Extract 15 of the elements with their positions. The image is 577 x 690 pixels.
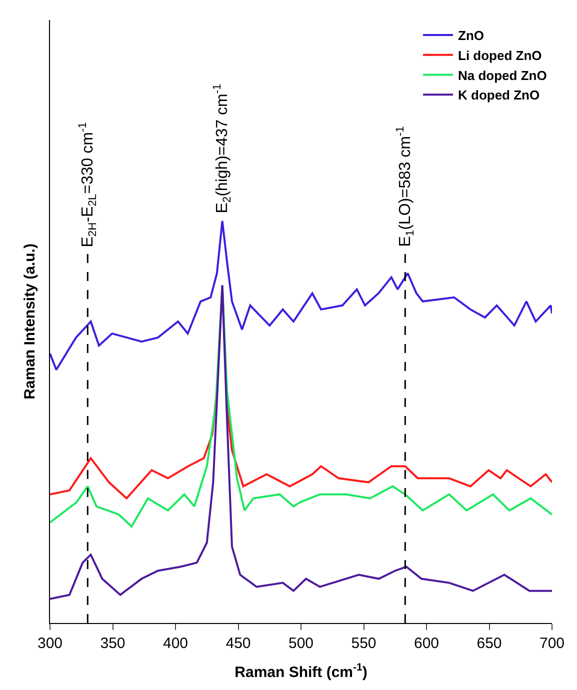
x-tick-label: 400	[162, 635, 188, 652]
x-tick-label: 350	[100, 635, 126, 652]
legend-label: Na doped ZnO	[458, 68, 547, 83]
legend-label: Li doped ZnO	[458, 48, 542, 63]
x-tick-label: 500	[288, 635, 314, 652]
x-tick-label: 550	[351, 635, 376, 652]
x-tick-label: 600	[414, 635, 440, 652]
legend-label: ZnO	[458, 28, 484, 44]
y-axis-title: Raman Intensity (a.u.)	[21, 244, 38, 400]
x-tick-label: 450	[226, 635, 251, 652]
legend-label: K doped ZnO	[458, 88, 540, 103]
x-tick-label: 300	[37, 635, 63, 652]
x-tick-label: 650	[476, 635, 502, 652]
x-tick-label: 700	[539, 635, 565, 652]
x-axis-title: Raman Shift (cm$^{-1}$)	[234, 662, 368, 681]
